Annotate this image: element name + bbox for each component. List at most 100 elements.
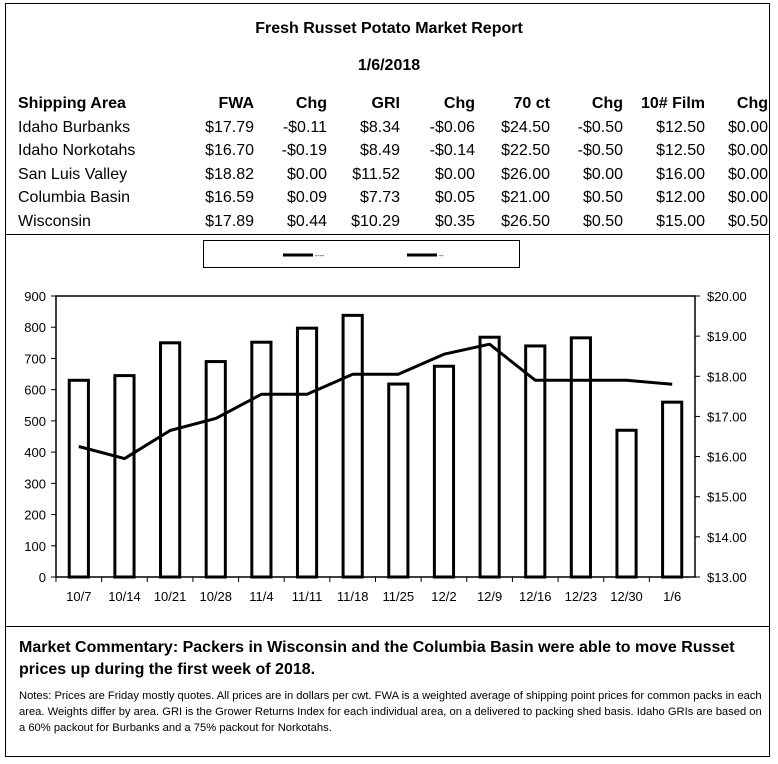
table-row: Idaho Norkotahs $16.70 -$0.19 $8.49 -$0.14 $2… [18,140,768,164]
price-cell: -$0.14 [429,142,475,160]
commentary-divider [5,626,770,627]
y-left-tick-label: 600 [24,383,46,398]
y-right-tick-label: $19.00 [707,329,747,344]
header-fwa: FWA [218,95,254,112]
area-name-cell: Wisconsin [18,212,91,230]
price-cell: $16.00 [656,165,705,183]
area-name-cell: San Luis Valley [18,165,128,183]
price-cell: $17.89 [205,212,254,230]
price-cell: $8.49 [359,142,400,160]
price-table: Shipping Area FWA Chg GRI Chg 70 ct Chg … [18,92,768,234]
price-cell: $0.00 [727,118,768,136]
price-cell: $22.50 [501,142,550,160]
price-line [78,342,673,461]
price-cell: $8.34 [359,118,400,136]
price-cell: $0.00 [727,165,768,183]
area-name-cell: Columbia Basin [18,189,131,207]
price-cell: $17.79 [205,118,254,136]
bar [615,428,638,579]
price-cell: $21.00 [501,189,550,207]
price-cell: $0.35 [434,212,475,230]
y-left-tick-label: 700 [24,351,46,366]
bar [204,360,227,579]
price-cell: $16.70 [205,142,254,160]
report-date: 1/6/2018 [357,57,421,74]
y-left-tick-label: 0 [39,570,46,585]
header-chg: Chg [591,95,623,112]
price-cell: $11.52 [352,165,400,183]
x-tick-label: 11/11 [292,589,323,604]
price-cell: -$0.06 [429,118,475,136]
header-gri: GRI [371,95,400,112]
report-frame [5,3,770,757]
y-right-tick-label: $14.00 [707,530,747,545]
bar [387,382,410,579]
market-commentary: Market Commentary: Packers in Wisconsin … [19,639,735,678]
bar [295,326,319,579]
price-cell: $24.50 [501,118,550,136]
table-row: Idaho Burbanks $17.79 -$0.11 $8.34 -$0.06 $24… [18,116,768,140]
x-tick-label: 12/23 [565,589,598,604]
table-divider [5,234,770,235]
y-right-tick-label: $15.00 [707,490,747,505]
price-cell: $7.73 [359,189,400,207]
notes: Notes: Prices are Friday mostly quotes. … [19,690,762,734]
price-cell: $10.29 [351,212,400,230]
header-chg: Chg [443,95,475,112]
price-cell: $0.00 [434,165,475,183]
price-cell: $18.82 [205,165,254,183]
report-title: Fresh Russet Potato Market Report [255,20,523,37]
y-right-tick-label: $13.00 [707,570,747,585]
bar [432,364,456,579]
bar [478,335,501,579]
y-left-tick-label: 100 [24,539,46,554]
y-left-tick-label: 300 [24,476,46,491]
plot-area [55,295,696,578]
x-tick-label: 12/30 [610,589,643,604]
x-tick-label: 11/18 [337,589,369,604]
price-cell: $15.00 [656,212,705,230]
x-tick-label: 12/16 [519,589,552,604]
price-cell: $0.00 [727,189,768,207]
header-chg: Chg [295,95,327,112]
y-left-tick-label: 200 [24,508,46,523]
x-tick-label: 12/9 [477,589,502,604]
bar [113,374,136,579]
y-left-tick-label: 800 [24,320,46,335]
bar [569,336,592,579]
price-cell: $0.50 [727,212,768,230]
price-cell: -$0.50 [577,118,623,136]
bar [524,344,547,579]
x-tick-label: 11/25 [383,589,415,604]
price-cell: $12.50 [656,118,705,136]
y-left-tick-label: 400 [24,445,46,460]
header-10lb-film: 10# Film [640,95,705,112]
bar [341,313,364,579]
x-tick-label: 10/28 [199,589,232,604]
bar [661,400,684,579]
legend-bar-label: ---- [315,253,325,260]
area-name-cell: Idaho Norkotahs [18,142,136,160]
y-left-tick-label: 500 [24,414,46,429]
price-cell: $12.50 [656,142,705,160]
header-shipping-area: Shipping Area [18,95,126,112]
price-cell: -$0.11 [282,118,327,136]
table-row: San Luis Valley $18.82 $0.00 $11.52 $0.00 $26… [18,163,768,187]
x-tick-label: 1/6 [663,589,681,604]
price-cell: -$0.19 [281,142,327,160]
price-cell: $26.00 [501,165,550,183]
price-cell: $0.00 [582,165,623,183]
chart-legend [203,240,520,268]
x-tick-label: 11/4 [249,589,273,604]
header-70ct: 70 ct [513,95,550,112]
y-right-tick-label: $18.00 [707,369,747,384]
price-cell: $0.44 [286,212,327,230]
price-cell: $12.00 [656,189,705,207]
area-name-cell: Idaho Burbanks [18,118,131,136]
table-row: Wisconsin $17.89 $0.44 $10.29 $0.35 $26.50 $0.… [18,210,768,234]
y-right-tick-label: $17.00 [707,409,747,424]
bar [159,341,182,579]
legend-line-label: -- [439,253,444,260]
price-cell: $0.00 [286,165,327,183]
